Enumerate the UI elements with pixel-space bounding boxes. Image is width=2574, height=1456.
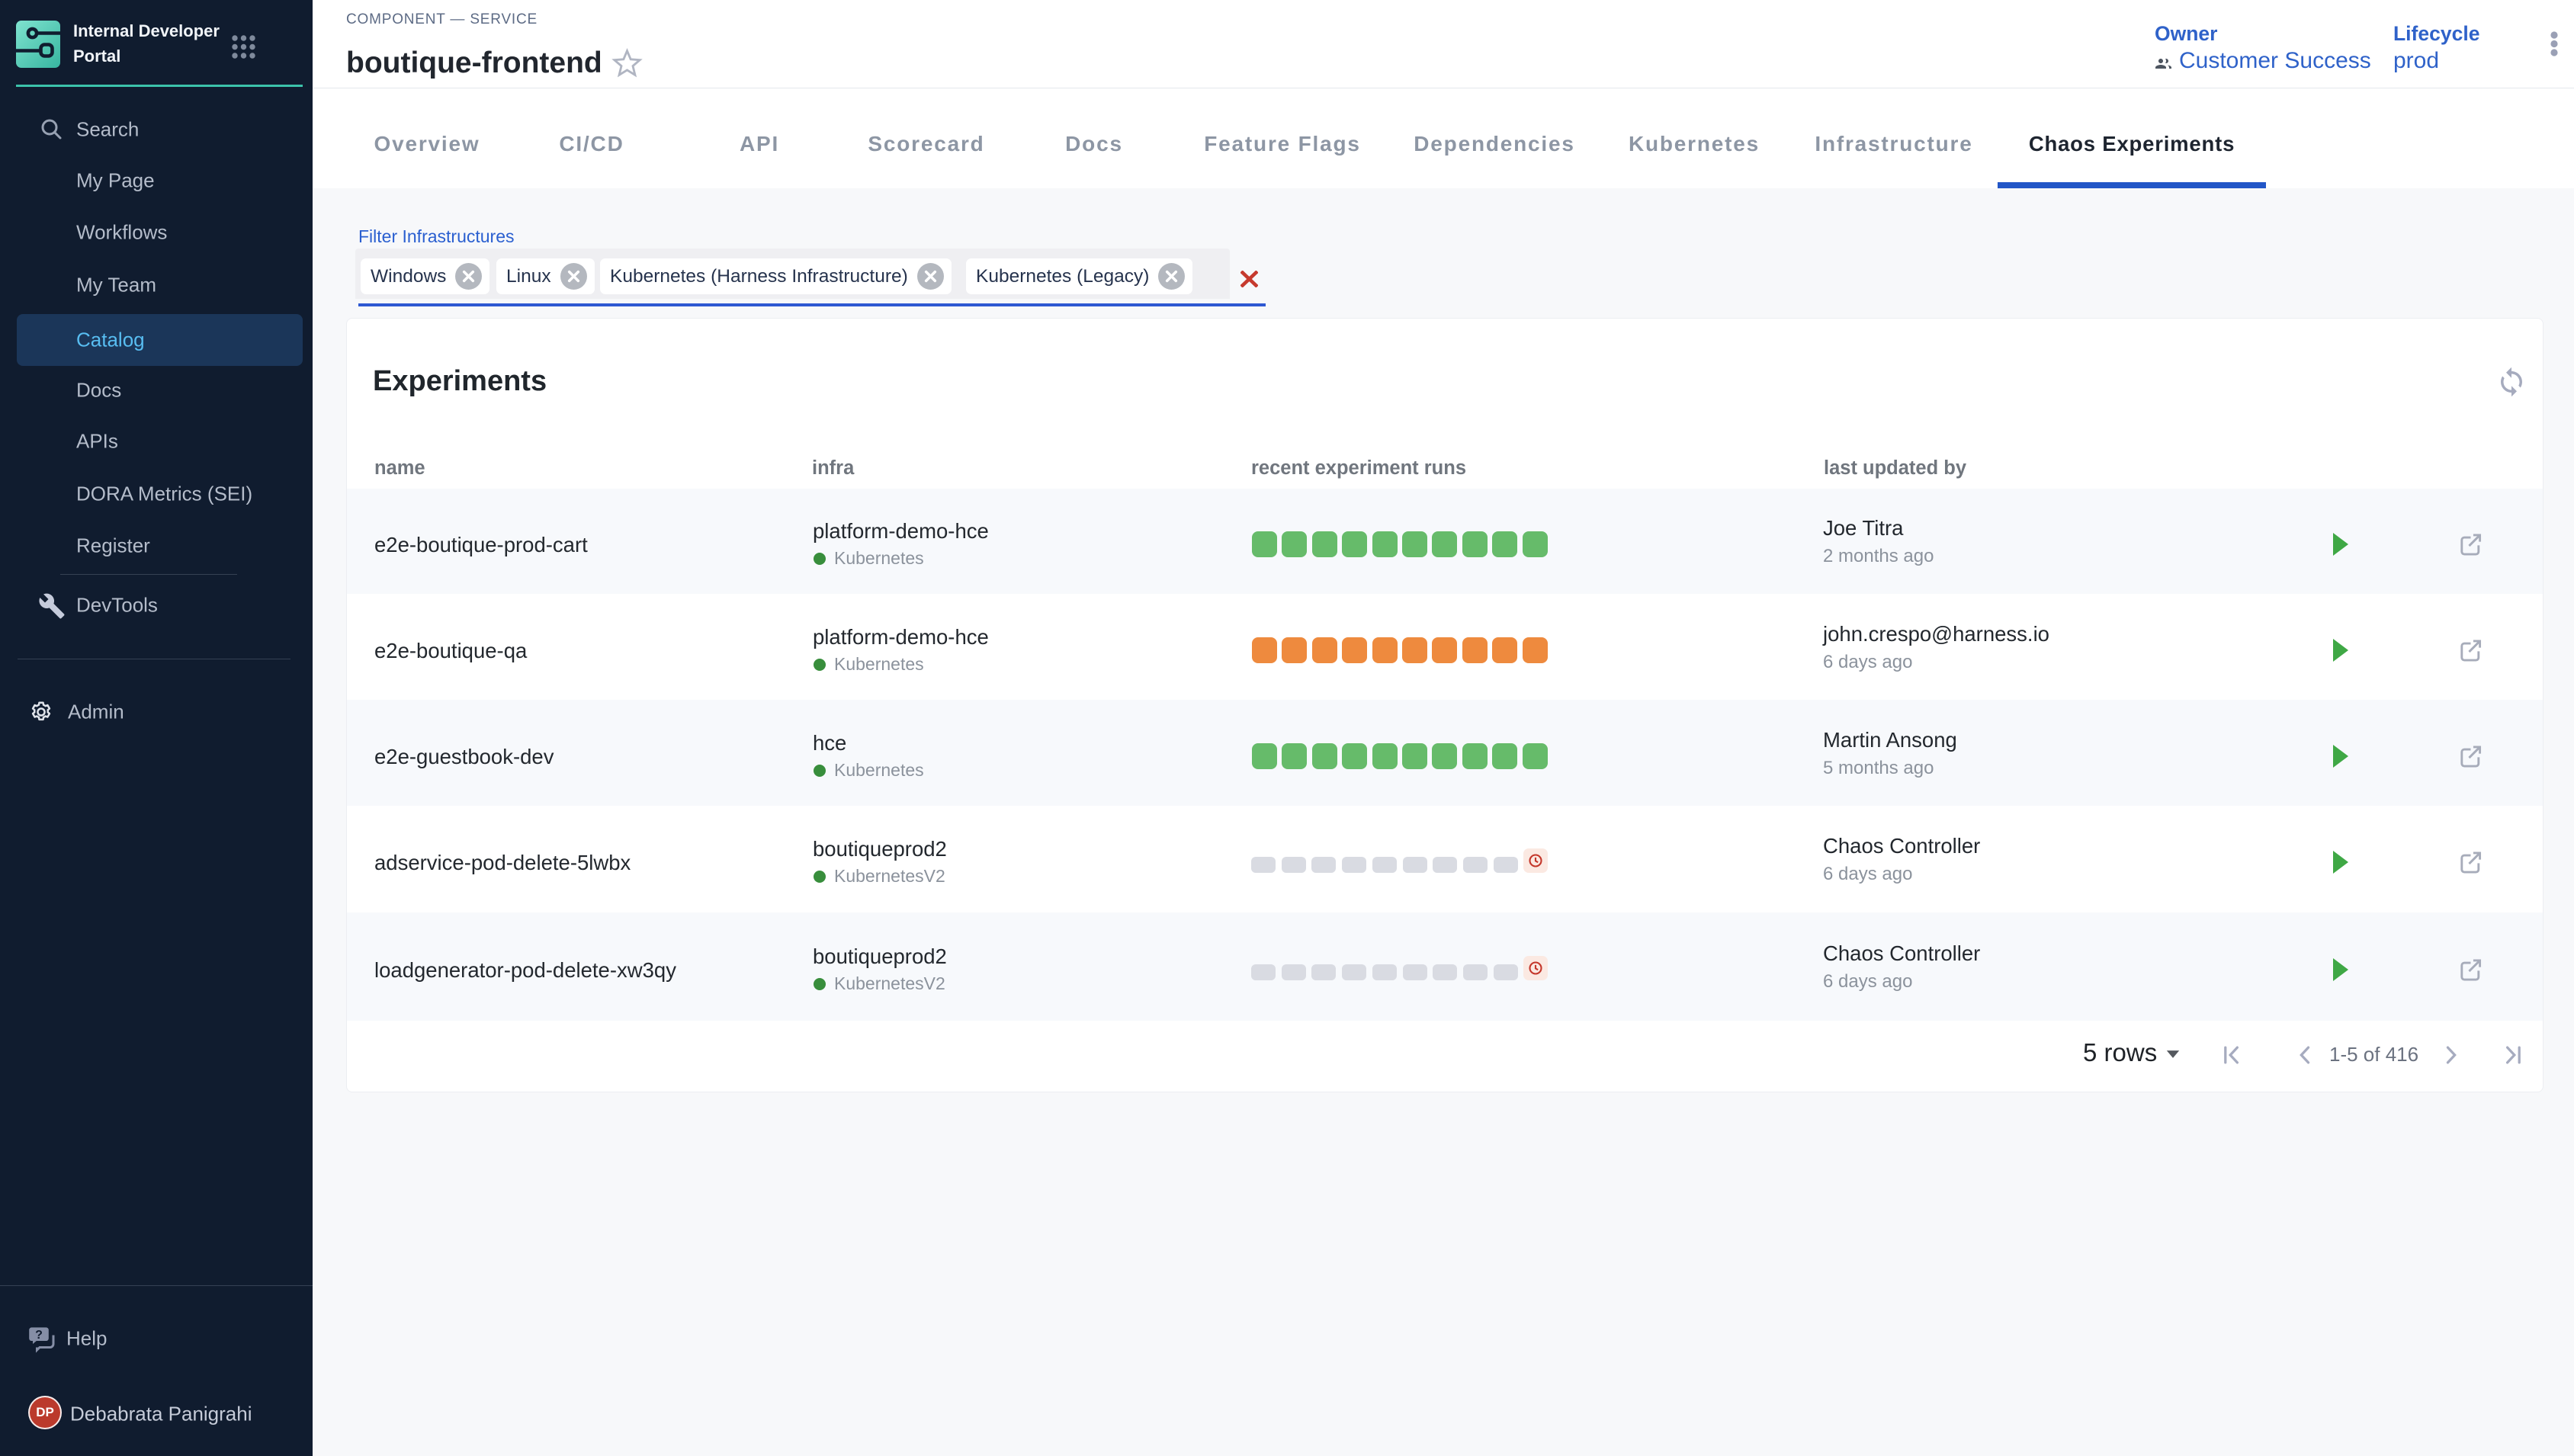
svg-text:?: ? bbox=[35, 1329, 43, 1342]
